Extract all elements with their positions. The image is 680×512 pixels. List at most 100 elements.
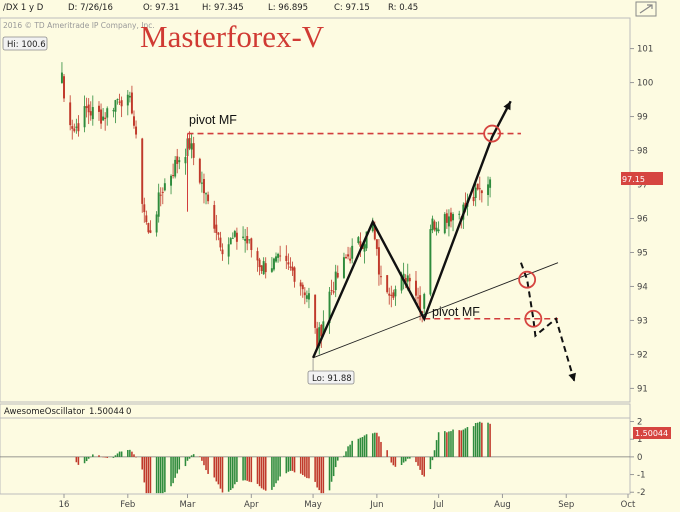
candle	[480, 189, 483, 203]
candle	[472, 188, 475, 206]
forecast-arrowhead	[568, 372, 576, 382]
price-tick-label: 95	[637, 248, 648, 258]
candle	[386, 274, 389, 294]
candle	[318, 322, 321, 355]
candle	[190, 133, 193, 159]
drawing-overlays	[187, 100, 576, 382]
candle	[445, 209, 448, 229]
candle	[155, 211, 158, 237]
candle	[118, 93, 121, 105]
oscillator-param: 0	[126, 407, 131, 417]
candle	[104, 112, 107, 131]
candle	[145, 210, 148, 225]
oscillator-name: AwesomeOscillator	[4, 407, 85, 417]
candle	[330, 279, 333, 296]
pivot-top-label: pivot MF	[189, 113, 237, 127]
candle	[198, 157, 201, 185]
candle	[287, 253, 290, 270]
last-price-text: 97.15	[622, 175, 645, 184]
candle	[433, 219, 436, 232]
price-tick-label: 93	[637, 316, 648, 326]
candle	[163, 178, 166, 192]
candle	[419, 286, 422, 321]
zigzag-line	[311, 100, 512, 359]
date-label: D: 7/26/16	[68, 3, 113, 13]
candle	[200, 171, 203, 193]
candle	[260, 265, 263, 274]
lo-flag: Lo: 91.88	[307, 370, 355, 385]
candle	[320, 323, 323, 348]
candle	[114, 99, 117, 124]
osc-tick-label: 0	[637, 453, 642, 463]
candle	[106, 106, 109, 126]
candle	[170, 174, 173, 195]
candle	[345, 254, 347, 259]
candle	[63, 74, 65, 103]
candle	[375, 238, 378, 256]
price-tick-label: 94	[637, 282, 648, 292]
oscillator-value: 1.50044	[89, 407, 124, 417]
price-tick-label: 97	[637, 181, 648, 191]
candle	[126, 90, 129, 116]
candle	[450, 207, 452, 228]
candle	[73, 123, 76, 133]
candle	[250, 237, 253, 258]
candle	[357, 236, 360, 245]
expand-icon[interactable]	[635, 1, 657, 17]
candle	[415, 271, 417, 303]
candle	[205, 192, 208, 205]
candle	[380, 265, 382, 285]
oscillator-tag-text: 1.50044	[635, 429, 668, 438]
osc-tick-label: -2	[637, 488, 645, 498]
pivot-circle-marker	[524, 309, 543, 328]
candle	[75, 118, 78, 134]
candle	[275, 252, 277, 263]
candle	[285, 245, 288, 270]
copyright-text: 2016 © TD Ameritrade IP Company, Inc.	[3, 21, 155, 30]
candle	[305, 290, 308, 303]
candle	[229, 237, 232, 245]
candle	[235, 227, 238, 250]
hi-flag-text: Hi: 100.6	[7, 40, 46, 50]
candle	[299, 279, 302, 296]
candle	[102, 107, 105, 121]
candle	[141, 137, 144, 213]
candle	[347, 246, 350, 260]
candle	[100, 103, 103, 129]
candle	[429, 224, 432, 297]
candle	[184, 148, 187, 175]
oscillator-bars	[75, 421, 491, 494]
candle	[390, 285, 393, 308]
candle	[231, 232, 234, 239]
oscillator-panel	[0, 417, 631, 495]
candle	[458, 210, 461, 220]
oscillator-tag: 1.50044	[633, 427, 671, 439]
candle	[307, 287, 310, 309]
candle	[176, 148, 179, 174]
candle	[256, 247, 259, 272]
candle	[85, 97, 88, 118]
candle	[264, 257, 267, 279]
candle	[147, 222, 150, 234]
candle	[262, 257, 265, 275]
candle	[334, 264, 337, 298]
candle	[314, 294, 317, 334]
candle	[303, 287, 306, 305]
high-label: H: 97.345	[202, 3, 244, 13]
candle	[408, 273, 411, 290]
candle	[178, 156, 181, 170]
price-tick-label: 96	[637, 214, 648, 224]
candle	[242, 226, 245, 240]
candle	[143, 197, 146, 223]
time-tick-label: Jun	[369, 500, 383, 510]
time-tick-label: 16	[59, 500, 70, 510]
candle	[437, 221, 440, 234]
candle	[116, 98, 119, 105]
time-tick-label: Aug	[494, 500, 511, 510]
candle	[244, 228, 247, 253]
candle	[489, 176, 492, 198]
candle	[221, 243, 224, 261]
candle	[174, 156, 177, 179]
last-price-tag: 97.15	[621, 172, 663, 185]
